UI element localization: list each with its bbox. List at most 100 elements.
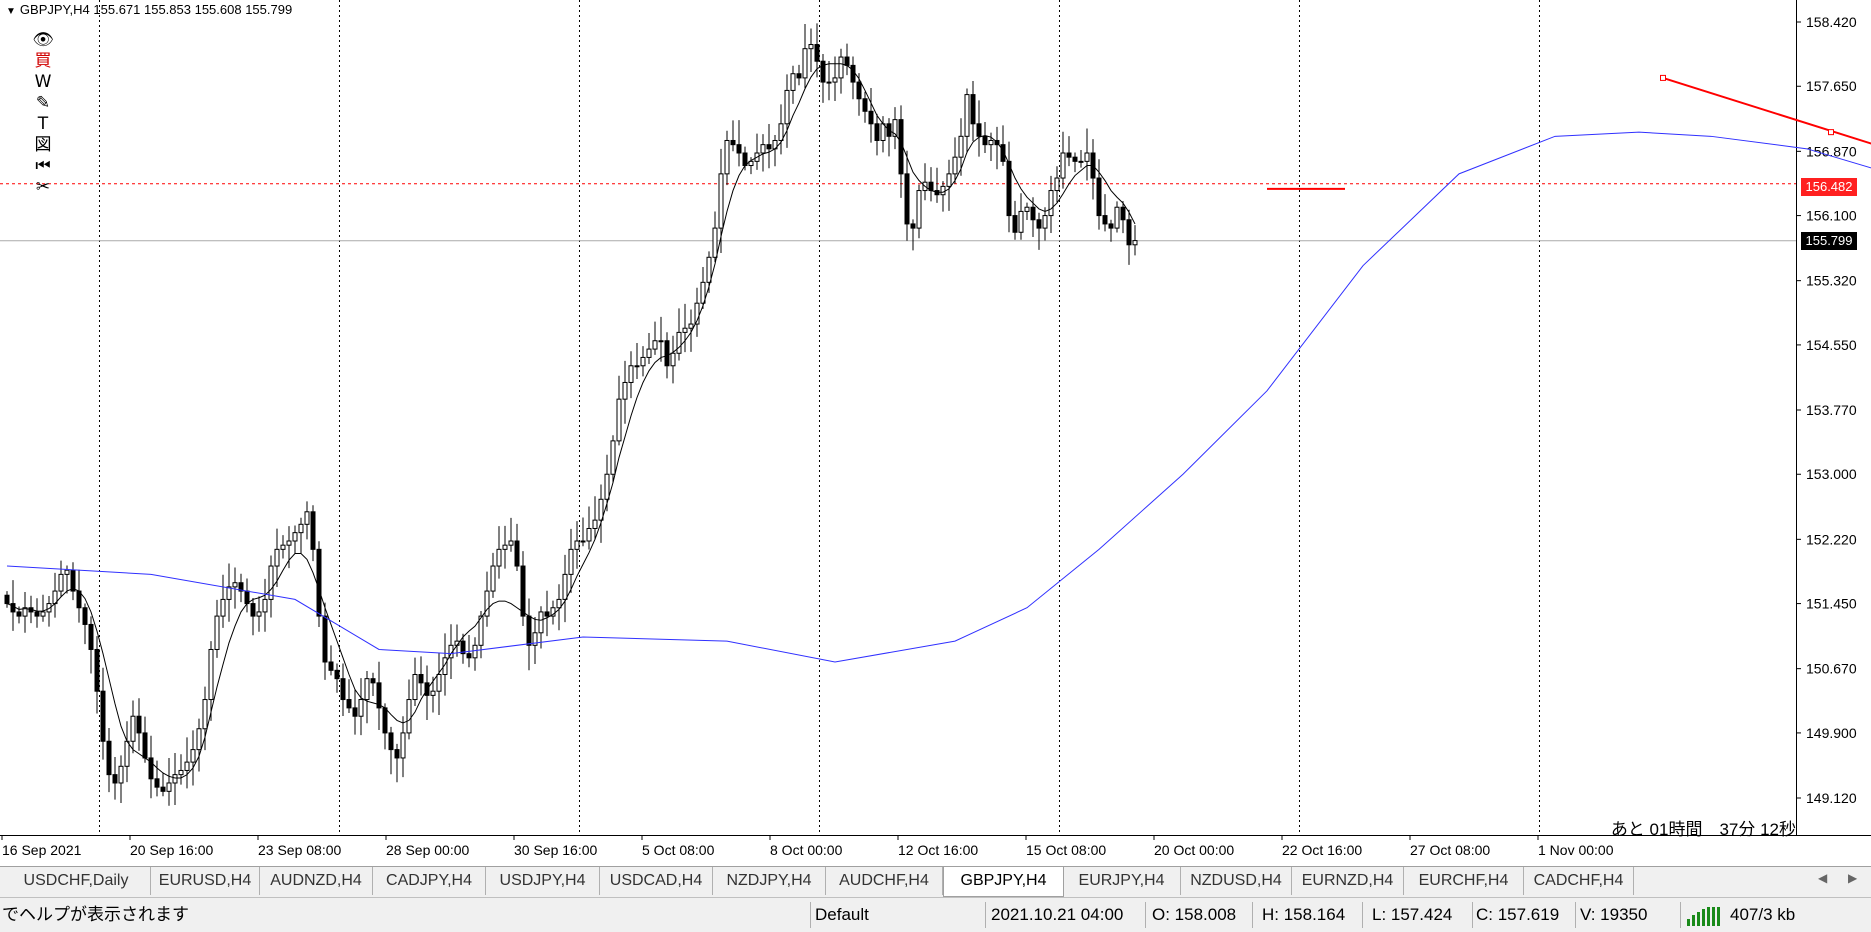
eye-icon[interactable]: 👁 xyxy=(32,30,54,50)
candle-body xyxy=(484,590,490,617)
candle-body xyxy=(352,707,358,717)
candle-body xyxy=(322,615,328,663)
candle-body xyxy=(334,669,340,680)
buy-icon[interactable]: 買 xyxy=(34,51,52,71)
status-profile: Default xyxy=(815,905,869,924)
tab-cadchf-h4[interactable]: CADCHF,H4 xyxy=(1524,867,1634,895)
candle-body xyxy=(340,678,346,701)
tab-nzdusd-h4[interactable]: NZDUSD,H4 xyxy=(1181,867,1292,895)
dropdown-triangle-icon[interactable]: ▼ xyxy=(6,6,16,17)
candle-body xyxy=(1024,206,1030,212)
tab-scroll-left-icon[interactable]: ◀ xyxy=(1818,871,1828,885)
connection-bars-icon xyxy=(1686,898,1724,932)
candle-body xyxy=(604,473,610,500)
status-close: C: 157.619 xyxy=(1476,905,1560,924)
tab-audchf-h4[interactable]: AUDCHF,H4 xyxy=(826,867,943,895)
candle-body xyxy=(172,774,178,784)
candle-body xyxy=(538,611,544,634)
candle-body xyxy=(106,740,112,776)
x-tick-label: 8 Oct 00:00 xyxy=(770,842,843,858)
candle-body xyxy=(436,674,442,692)
candle-body xyxy=(520,565,526,617)
candle-body xyxy=(532,632,538,646)
chart-symbol: GBPJPY,H4 xyxy=(19,2,90,17)
alert-price-tag: 156.482 xyxy=(1801,178,1857,196)
candle-body xyxy=(394,749,400,759)
candle-body xyxy=(100,690,106,742)
candle-body xyxy=(658,340,664,343)
candle-body xyxy=(256,611,262,617)
candle-body xyxy=(388,732,394,751)
candle-body xyxy=(70,569,76,592)
pencil-icon[interactable]: ✎ xyxy=(35,93,51,113)
scissors-icon[interactable]: ✂ xyxy=(35,177,51,197)
x-tick-label: 22 Oct 16:00 xyxy=(1282,842,1362,858)
candle-body xyxy=(136,715,142,734)
candle-body xyxy=(244,590,250,605)
status-datetime: 2021.10.21 04:00 xyxy=(991,905,1124,924)
tab-cadjpy-h4[interactable]: CADJPY,H4 xyxy=(373,867,486,895)
candle-body xyxy=(220,598,226,617)
candle-body xyxy=(1108,223,1114,229)
candle-body xyxy=(730,139,736,146)
x-tick-label: 16 Sep 2021 xyxy=(2,842,82,858)
candle-body xyxy=(160,786,166,792)
status-divider xyxy=(985,902,986,928)
tab-usdjpy-h4[interactable]: USDJPY,H4 xyxy=(486,867,600,895)
tab-eurjpy-h4[interactable]: EURJPY,H4 xyxy=(1063,867,1181,895)
candle-body xyxy=(1120,206,1126,221)
candle-body xyxy=(496,548,502,567)
tab-gbpjpy-h4[interactable]: GBPJPY,H4 xyxy=(943,867,1064,897)
tab-usdcad-h4[interactable]: USDCAD,H4 xyxy=(600,867,713,895)
tab-usdchf-daily[interactable]: USDCHF,Daily xyxy=(2,867,151,895)
slow-ma-line xyxy=(6,131,1871,663)
text-icon[interactable]: T xyxy=(37,114,49,134)
candle-body xyxy=(556,598,562,609)
candle-body xyxy=(46,603,52,613)
candle-body xyxy=(562,573,568,600)
candle-body xyxy=(1132,240,1138,246)
candle-body xyxy=(592,519,598,529)
candle-body xyxy=(784,89,790,125)
candle-body xyxy=(124,740,130,767)
trend-anchor-handle xyxy=(1828,129,1834,136)
status-divider xyxy=(1680,902,1681,928)
x-tick-label: 12 Oct 16:00 xyxy=(898,842,978,858)
candle-body xyxy=(952,156,958,175)
status-divider xyxy=(1252,902,1253,928)
candle-body xyxy=(616,398,622,442)
tab-scroll-right-icon[interactable]: ▶ xyxy=(1848,871,1858,885)
candle-body xyxy=(970,94,976,125)
y-tick-label: 158.420 xyxy=(1806,14,1857,30)
y-tick-label: 156.870 xyxy=(1806,143,1857,159)
chart-window[interactable]: 158.420 157.650 156.870 156.100 155.320 154.5… xyxy=(0,0,1871,866)
tab-eurnzd-h4[interactable]: EURNZD,H4 xyxy=(1292,867,1404,895)
candle-body xyxy=(1066,152,1072,158)
tab-eurchf-h4[interactable]: EURCHF,H4 xyxy=(1404,867,1524,895)
candle-body xyxy=(832,77,838,83)
tab-audnzd-h4[interactable]: AUDNZD,H4 xyxy=(260,867,373,895)
candle-body xyxy=(298,523,304,534)
candle-body xyxy=(202,699,208,730)
price-chart[interactable]: 158.420 157.650 156.870 156.100 155.320 154.5… xyxy=(0,0,1871,866)
tab-nzdjpy-h4[interactable]: NZDJPY,H4 xyxy=(713,867,826,895)
candle-body xyxy=(814,44,820,62)
candle-body xyxy=(88,623,94,650)
chart-icon[interactable]: 図 xyxy=(34,135,52,155)
x-tick-label: 20 Oct 00:00 xyxy=(1154,842,1234,858)
candle-body xyxy=(508,540,514,546)
candle-body xyxy=(472,644,478,659)
candle-body xyxy=(610,440,616,475)
candle-body xyxy=(706,256,712,283)
trend-anchor-handle xyxy=(1660,74,1666,81)
candle-body xyxy=(1006,160,1012,217)
candle-body xyxy=(904,173,910,225)
tab-eurusd-h4[interactable]: EURUSD,H4 xyxy=(151,867,260,895)
rewind-icon[interactable]: ⏮ xyxy=(35,156,51,176)
candle-body xyxy=(940,185,946,196)
candle-body xyxy=(874,123,880,141)
candle-body xyxy=(1126,219,1132,246)
w-icon[interactable]: W xyxy=(34,72,52,92)
candle-body xyxy=(976,123,982,137)
chart-ohlc: 155.671 155.853 155.608 155.799 xyxy=(93,2,293,17)
